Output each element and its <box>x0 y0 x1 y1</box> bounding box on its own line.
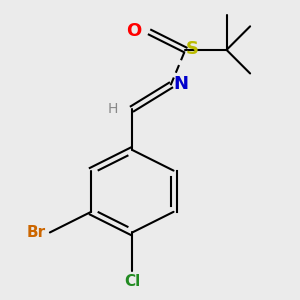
Text: N: N <box>173 75 188 93</box>
Text: H: H <box>108 102 119 116</box>
Text: Cl: Cl <box>124 274 140 289</box>
Text: O: O <box>126 22 141 40</box>
Text: Br: Br <box>27 225 46 240</box>
Text: S: S <box>185 40 198 58</box>
